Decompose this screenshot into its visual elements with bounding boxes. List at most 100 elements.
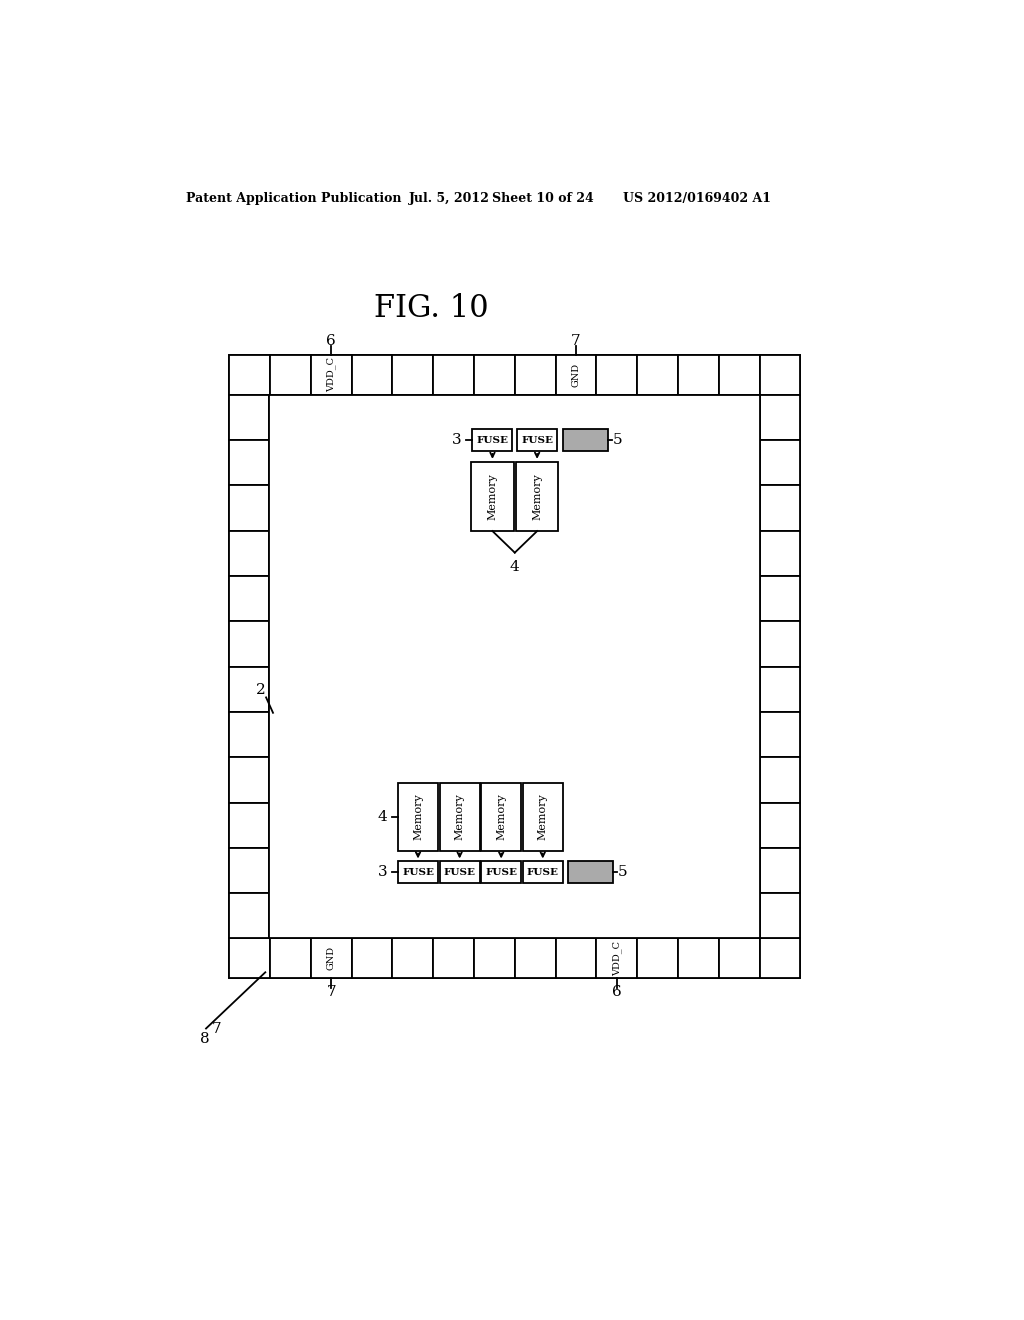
Text: 7: 7: [571, 334, 581, 348]
Text: FIG. 10: FIG. 10: [374, 293, 488, 323]
Text: Memory: Memory: [497, 793, 506, 840]
Bar: [761, 711, 801, 758]
Bar: [596, 355, 637, 395]
Bar: [351, 355, 392, 395]
Bar: [761, 395, 801, 440]
Bar: [351, 939, 392, 978]
Text: 3: 3: [378, 865, 387, 879]
Bar: [481, 783, 521, 850]
Bar: [556, 355, 596, 395]
Bar: [229, 847, 269, 894]
Bar: [439, 783, 479, 850]
Bar: [515, 939, 556, 978]
Text: 5: 5: [612, 433, 623, 447]
Bar: [719, 355, 760, 395]
Bar: [229, 355, 801, 978]
Bar: [229, 355, 270, 395]
Bar: [392, 939, 433, 978]
Bar: [678, 939, 719, 978]
Bar: [637, 939, 678, 978]
Text: GND: GND: [571, 363, 581, 387]
Bar: [229, 667, 269, 711]
Text: GND: GND: [327, 946, 336, 970]
Bar: [392, 355, 433, 395]
Text: VDD_C: VDD_C: [327, 358, 336, 392]
Bar: [761, 803, 801, 847]
Bar: [398, 783, 438, 850]
Bar: [229, 440, 269, 486]
Bar: [229, 939, 270, 978]
Bar: [229, 531, 269, 576]
Text: Memory: Memory: [413, 793, 423, 840]
Bar: [229, 711, 269, 758]
Text: 6: 6: [612, 985, 622, 999]
Bar: [522, 862, 563, 883]
Bar: [563, 429, 608, 451]
Text: FUSE: FUSE: [485, 867, 517, 876]
Bar: [310, 355, 351, 395]
Bar: [637, 355, 678, 395]
Text: Memory: Memory: [487, 473, 498, 520]
Bar: [760, 939, 801, 978]
Bar: [516, 462, 558, 531]
Text: 2: 2: [256, 682, 265, 697]
Text: FUSE: FUSE: [521, 436, 553, 445]
Bar: [719, 939, 760, 978]
Bar: [229, 395, 269, 440]
Text: FUSE: FUSE: [402, 867, 434, 876]
Text: 5: 5: [617, 865, 627, 879]
Bar: [760, 355, 801, 395]
Bar: [229, 758, 269, 803]
Bar: [474, 355, 515, 395]
Bar: [472, 429, 512, 451]
Bar: [568, 862, 612, 883]
Bar: [761, 758, 801, 803]
Bar: [433, 939, 474, 978]
Text: FUSE: FUSE: [476, 436, 509, 445]
Text: Patent Application Publication: Patent Application Publication: [186, 191, 401, 205]
Bar: [761, 894, 801, 939]
Text: 3: 3: [452, 433, 462, 447]
Bar: [229, 576, 269, 622]
Bar: [229, 894, 269, 939]
Text: 4: 4: [378, 809, 387, 824]
Bar: [481, 862, 521, 883]
Bar: [556, 939, 596, 978]
Bar: [761, 667, 801, 711]
Bar: [229, 622, 269, 667]
Text: Memory: Memory: [538, 793, 548, 840]
Text: Sheet 10 of 24: Sheet 10 of 24: [493, 191, 594, 205]
Bar: [517, 429, 557, 451]
Bar: [471, 462, 514, 531]
Bar: [761, 486, 801, 531]
Bar: [433, 355, 474, 395]
Text: Memory: Memory: [532, 473, 542, 520]
Bar: [515, 355, 556, 395]
Bar: [761, 440, 801, 486]
Bar: [398, 862, 438, 883]
Bar: [270, 355, 310, 395]
Bar: [474, 939, 515, 978]
Bar: [596, 939, 637, 978]
Text: US 2012/0169402 A1: US 2012/0169402 A1: [624, 191, 771, 205]
Bar: [761, 576, 801, 622]
Bar: [678, 355, 719, 395]
Bar: [761, 847, 801, 894]
Text: Memory: Memory: [455, 793, 465, 840]
Text: VDD_C: VDD_C: [612, 941, 622, 975]
Bar: [761, 622, 801, 667]
Bar: [310, 939, 351, 978]
Text: 7: 7: [212, 1022, 221, 1036]
Bar: [270, 939, 310, 978]
Text: 4: 4: [510, 560, 519, 574]
Bar: [229, 803, 269, 847]
Bar: [761, 531, 801, 576]
Text: FUSE: FUSE: [443, 867, 475, 876]
Text: 8: 8: [200, 1032, 209, 1047]
Bar: [439, 862, 479, 883]
Text: FUSE: FUSE: [526, 867, 559, 876]
Text: 6: 6: [327, 334, 336, 348]
Bar: [229, 486, 269, 531]
Text: Jul. 5, 2012: Jul. 5, 2012: [410, 191, 490, 205]
Bar: [269, 395, 761, 939]
